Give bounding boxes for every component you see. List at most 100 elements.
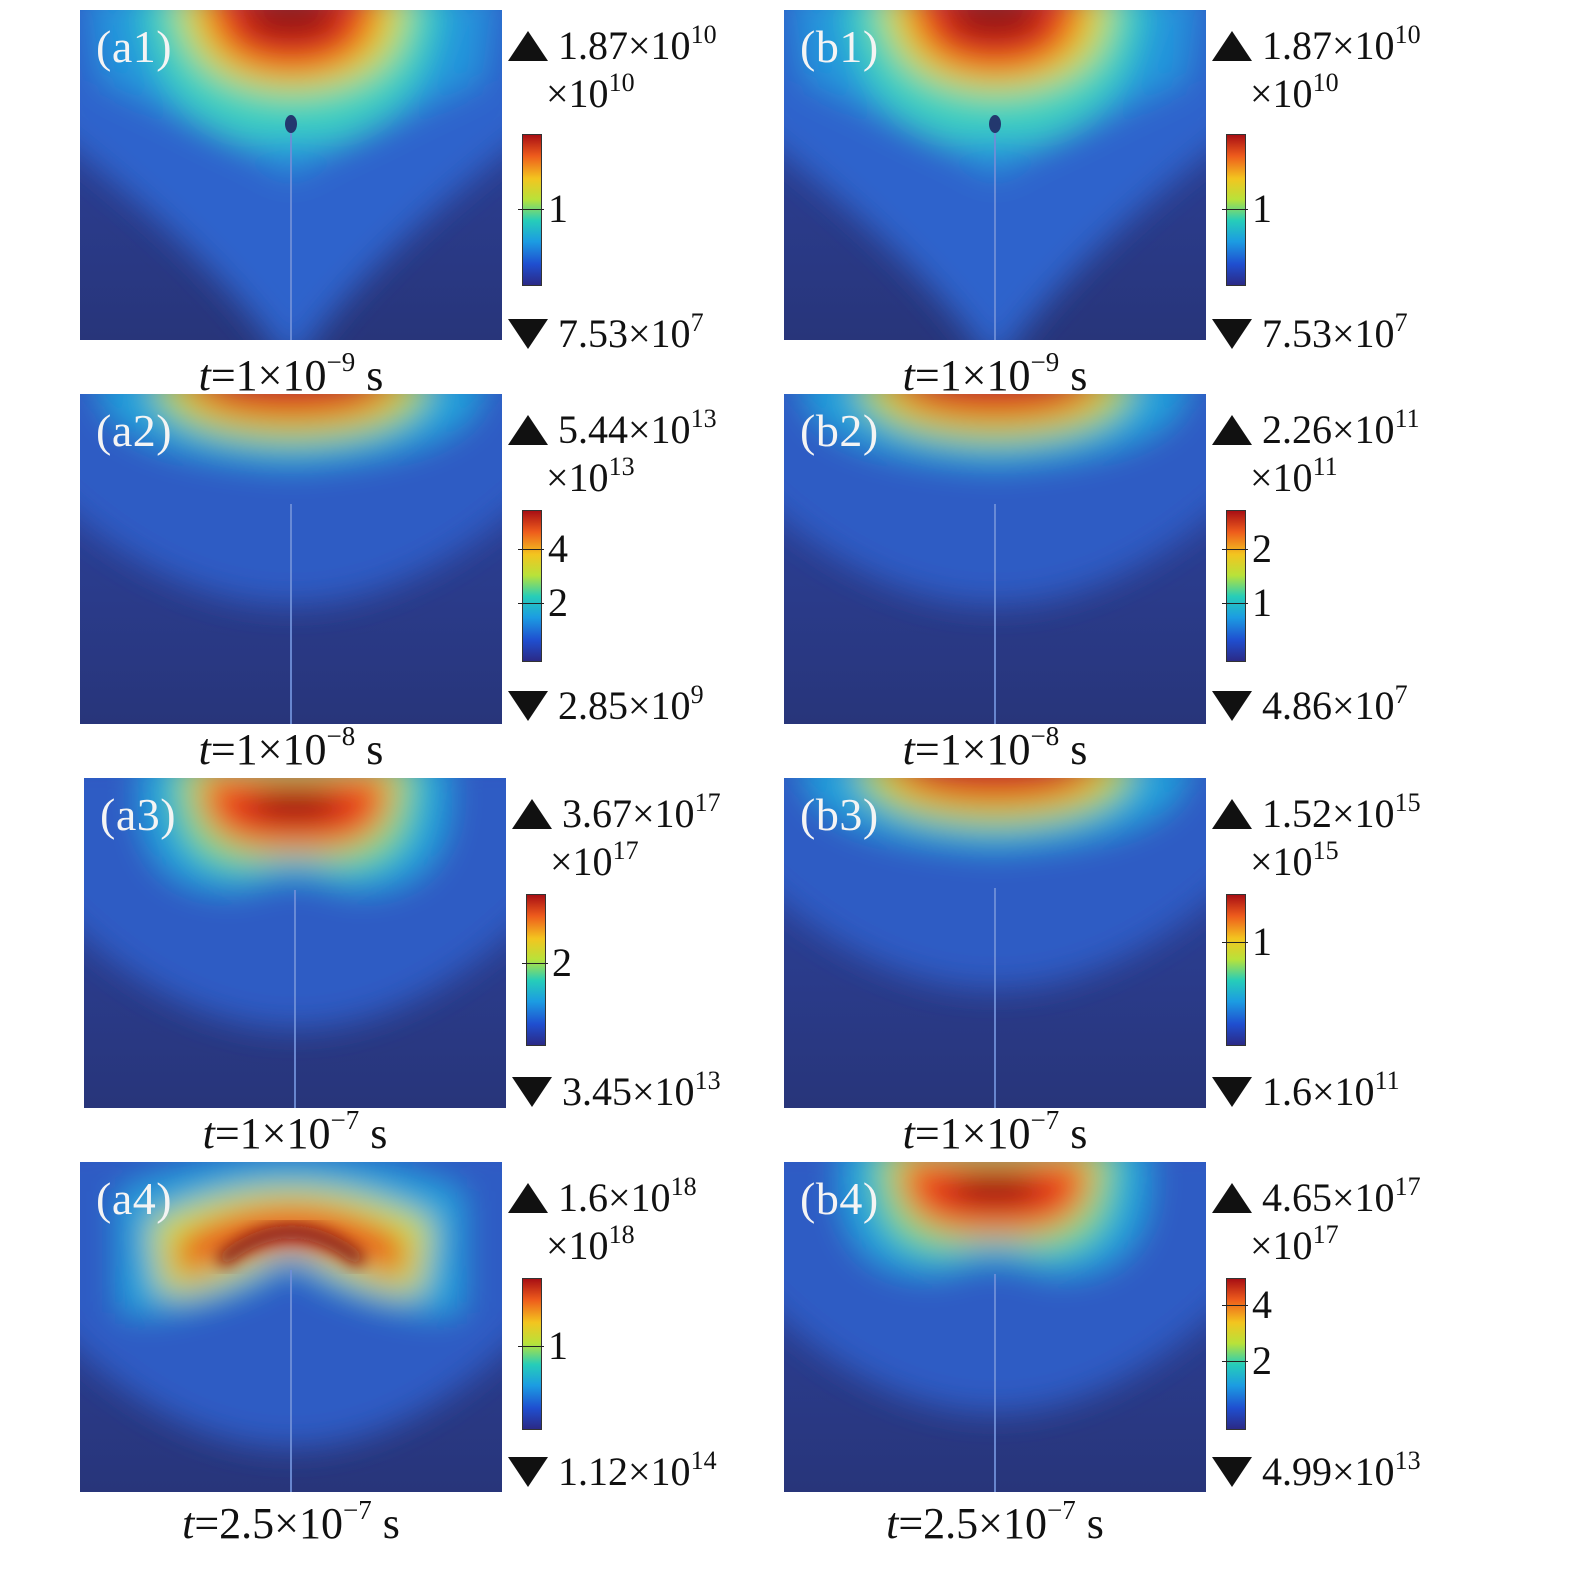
min-value: 2.85×109: [508, 678, 704, 729]
max-value-text: 2.26×1011: [1262, 406, 1420, 453]
panel-label: (a3): [100, 789, 177, 840]
scale-multiplier: ×1010: [1250, 70, 1339, 117]
max-exponent: 10: [1394, 20, 1421, 50]
min-mantissa: 7.53×10: [558, 311, 691, 357]
heatmap-svg: [784, 10, 1206, 340]
time-exponent: −7: [343, 1495, 372, 1525]
min-value-text: 7.53×107: [558, 310, 704, 357]
time-value: =1×10: [914, 351, 1031, 400]
max-triangle-icon: [1212, 414, 1252, 445]
colorbar: [522, 1278, 542, 1430]
max-value: 5.44×1013: [508, 402, 717, 453]
colorbar-tick: [522, 963, 548, 964]
max-value-text: 1.6×1018: [558, 1172, 697, 1221]
min-value: 4.86×107: [1212, 678, 1408, 729]
min-exponent: 11: [1374, 1066, 1400, 1096]
max-value: 1.87×1010: [1212, 18, 1421, 69]
max-exponent: 18: [670, 1172, 697, 1202]
max-value-text: 1.87×1010: [1262, 20, 1421, 69]
max-mantissa: 2.26×10: [1262, 407, 1395, 453]
min-triangle-icon: [512, 1076, 552, 1107]
max-mantissa: 5.44×10: [558, 407, 691, 453]
time-unit: s: [1059, 1109, 1088, 1158]
field-contours: [784, 778, 1206, 988]
colorbar-tick: [518, 549, 544, 550]
scale-multiplier: ×1010: [546, 70, 635, 117]
min-exponent: 13: [694, 1066, 721, 1096]
needle-tip: [285, 115, 297, 133]
field-contours: [84, 778, 506, 1028]
min-value: 7.53×107: [1212, 306, 1408, 357]
multiplier-base: ×10: [1250, 839, 1313, 884]
min-value: 1.6×1011: [1212, 1064, 1400, 1115]
min-triangle-icon: [508, 690, 548, 721]
time-exponent: −9: [1030, 347, 1060, 377]
max-triangle-icon: [508, 1182, 548, 1213]
time-variable: t: [198, 351, 211, 400]
max-value-text: 3.67×1017: [562, 790, 721, 837]
time-caption: t=1×10−9 s: [784, 347, 1206, 401]
min-value-text: 2.85×109: [558, 680, 704, 729]
max-mantissa: 4.65×10: [1262, 1175, 1395, 1221]
time-exponent: −9: [326, 347, 356, 377]
scale-multiplier: ×1015: [1250, 838, 1339, 885]
time-unit: s: [359, 1109, 388, 1158]
colorbar-tick: [1222, 942, 1248, 943]
heatmap-plot: (a1): [80, 10, 502, 340]
min-mantissa: 1.12×10: [558, 1449, 691, 1495]
min-value: 1.12×1014: [508, 1444, 717, 1495]
multiplier-exponent: 15: [1312, 836, 1339, 865]
heatmap-svg: [80, 394, 502, 724]
time-exponent: −7: [1030, 1105, 1060, 1135]
min-mantissa: 4.99×10: [1262, 1449, 1395, 1495]
max-mantissa: 3.67×10: [562, 791, 695, 837]
multiplier-exponent: 13: [608, 452, 635, 481]
colorbar-tick-label: 1: [1252, 919, 1272, 964]
min-value: 7.53×107: [508, 306, 704, 357]
panel-label: (b3): [800, 789, 879, 840]
time-unit: s: [1075, 1499, 1104, 1548]
max-exponent: 15: [1394, 788, 1421, 818]
panel-label: (a4): [96, 1173, 173, 1224]
time-caption: t=1×10−8 s: [80, 723, 502, 775]
colorbar: [1226, 134, 1246, 286]
max-value: 1.6×1018: [508, 1170, 697, 1221]
time-caption: t=1×10−8 s: [784, 723, 1206, 775]
max-value: 1.52×1015: [1212, 786, 1421, 837]
field-contours: [80, 394, 502, 604]
min-triangle-icon: [508, 318, 548, 349]
colorbar-tick-label: 1: [1252, 580, 1272, 625]
time-value: =2.5×10: [898, 1499, 1047, 1548]
time-caption: t=1×10−7 s: [84, 1107, 506, 1159]
heatmap-svg: [80, 1162, 502, 1492]
multiplier-base: ×10: [546, 71, 609, 116]
needle-tip: [989, 115, 1001, 133]
heatmap-plot: (a4): [80, 1162, 502, 1492]
colorbar-tick-label: 1: [548, 1322, 568, 1368]
min-exponent: 14: [690, 1446, 717, 1476]
colorbar: [1226, 1278, 1246, 1430]
scale-multiplier: ×1017: [1250, 1222, 1339, 1269]
min-exponent: 9: [690, 680, 704, 710]
time-value: =1×10: [914, 1109, 1031, 1158]
multiplier-exponent: 17: [612, 836, 639, 865]
multiplier-exponent: 18: [608, 1220, 635, 1249]
time-unit: s: [1059, 725, 1088, 774]
max-value-text: 5.44×1013: [558, 406, 717, 453]
heatmap-plot: (b2): [784, 394, 1206, 724]
heatmap-svg: [784, 778, 1206, 1108]
scale-multiplier: ×1013: [546, 454, 635, 501]
max-triangle-icon: [512, 798, 552, 829]
min-value-text: 7.53×107: [1262, 310, 1408, 357]
colorbar-tick: [1222, 209, 1248, 210]
colorbar: [526, 894, 546, 1046]
heatmap-svg: [84, 778, 506, 1108]
colorbar-tick-label: 2: [1252, 1337, 1272, 1383]
multiplier-exponent: 11: [1312, 452, 1338, 481]
min-triangle-icon: [508, 1456, 548, 1487]
heatmap-plot: (a2): [80, 394, 502, 724]
colorbar-tick: [518, 1345, 544, 1347]
panel-label: (b1): [800, 21, 879, 72]
max-exponent: 17: [1394, 1172, 1421, 1202]
